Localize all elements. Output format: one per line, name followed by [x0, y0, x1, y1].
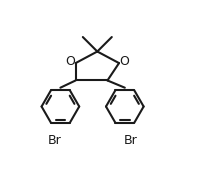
Text: O: O [66, 55, 75, 68]
Text: O: O [119, 55, 129, 68]
Text: Br: Br [48, 134, 61, 147]
Text: Br: Br [124, 134, 137, 147]
